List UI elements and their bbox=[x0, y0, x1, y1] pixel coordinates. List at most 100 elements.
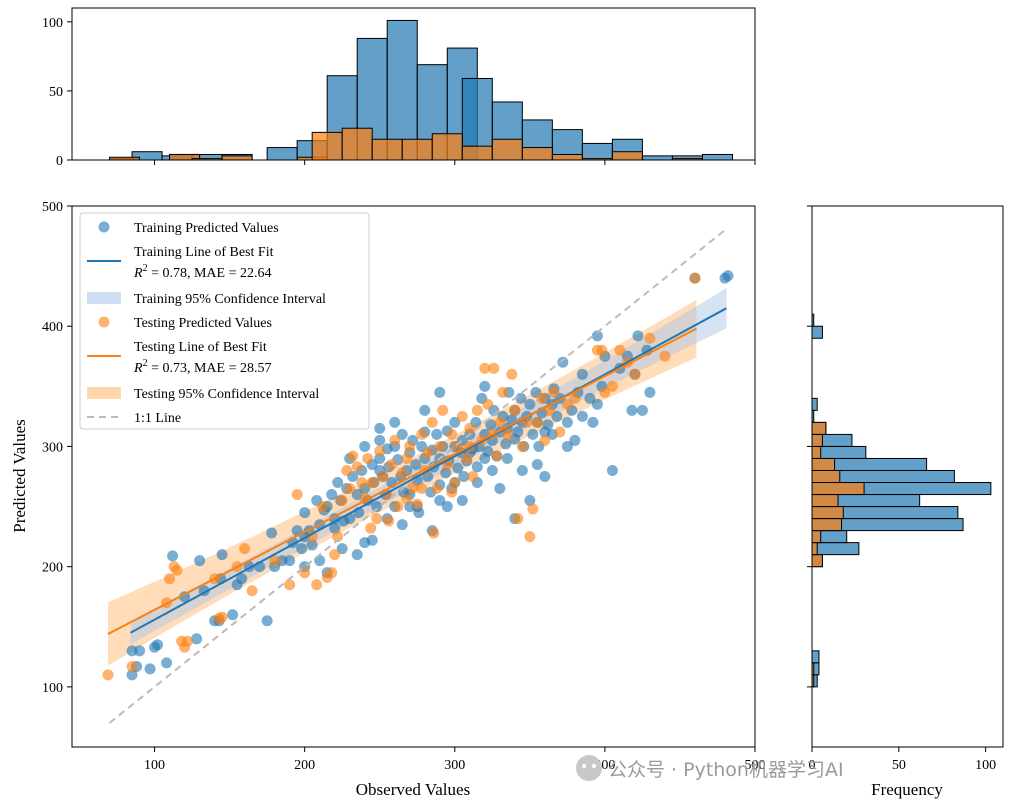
training-point bbox=[134, 645, 145, 656]
right-histogram: 0 50 100 Frequency bbox=[807, 206, 1003, 799]
figure: 050100 100 200 300 400 500100200300400500 Ob… bbox=[0, 0, 1014, 811]
testing-point bbox=[428, 528, 439, 539]
freq-tick-label-50: 50 bbox=[892, 758, 906, 773]
testing-point bbox=[464, 423, 475, 434]
legend-label-identity: 1:1 Line bbox=[134, 411, 181, 426]
training-point bbox=[352, 549, 363, 560]
watermark: 公众号 · Python机器学习AI bbox=[576, 755, 844, 781]
training-point bbox=[644, 387, 655, 398]
testing-point bbox=[371, 513, 382, 524]
testing-point bbox=[397, 467, 408, 478]
training-point bbox=[431, 429, 442, 440]
testing-point bbox=[472, 405, 483, 416]
legend-stats-train_line: R2 = 0.78, MAE = 22.64 bbox=[133, 263, 271, 281]
testing-point bbox=[412, 499, 423, 510]
top-y-tick-label-0: 0 bbox=[56, 154, 63, 169]
top-test-bar-20 bbox=[492, 139, 522, 160]
training-point bbox=[487, 465, 498, 476]
top-test-bar-15 bbox=[402, 139, 432, 160]
right-test-bar-9 bbox=[812, 483, 864, 495]
testing-point bbox=[457, 411, 468, 422]
testing-point bbox=[367, 477, 378, 488]
testing-point bbox=[482, 399, 493, 410]
training-point bbox=[284, 555, 295, 566]
training-point bbox=[577, 369, 588, 380]
y-axis-title: Predicted Values bbox=[10, 419, 29, 532]
training-point bbox=[562, 417, 573, 428]
testing-point bbox=[389, 435, 400, 446]
testing-point bbox=[437, 405, 448, 416]
testing-point bbox=[497, 387, 508, 398]
right-train-bar-2 bbox=[812, 651, 819, 663]
training-point bbox=[587, 417, 598, 428]
training-point bbox=[502, 453, 513, 464]
training-point bbox=[397, 519, 408, 530]
training-point bbox=[367, 535, 378, 546]
top-test-bar-19 bbox=[462, 146, 492, 160]
legend-label-train_line: Training Line of Best Fit bbox=[134, 245, 274, 260]
testing-point bbox=[356, 477, 367, 488]
training-point bbox=[434, 387, 445, 398]
y-tick-label-500: 500 bbox=[42, 200, 63, 215]
training-point bbox=[542, 419, 553, 430]
training-point bbox=[626, 405, 637, 416]
testing-point bbox=[416, 429, 427, 440]
testing-point bbox=[347, 451, 358, 462]
training-point bbox=[577, 411, 588, 422]
training-point bbox=[527, 429, 538, 440]
testing-point bbox=[392, 501, 403, 512]
testing-point bbox=[182, 636, 193, 647]
legend-stats-test_line: R2 = 0.73, MAE = 28.57 bbox=[133, 358, 271, 376]
testing-point bbox=[434, 441, 445, 452]
training-point bbox=[632, 330, 643, 341]
testing-point bbox=[164, 573, 175, 584]
right-test-bar-5 bbox=[812, 531, 821, 543]
training-point bbox=[374, 423, 385, 434]
testing-point bbox=[374, 446, 385, 457]
top-train-bar-23 bbox=[582, 143, 612, 160]
training-point bbox=[532, 459, 543, 470]
frequency-axis-title: Frequency bbox=[871, 780, 943, 799]
top-train-bar-27 bbox=[702, 154, 732, 160]
right-train-bar-17 bbox=[812, 326, 822, 338]
testing-point bbox=[427, 417, 438, 428]
training-point bbox=[161, 657, 172, 668]
training-point bbox=[262, 615, 273, 626]
testing-point bbox=[217, 612, 228, 623]
right-test-bar-3 bbox=[812, 555, 822, 567]
training-point bbox=[517, 465, 528, 476]
legend-handle-test_ci bbox=[87, 387, 121, 399]
training-point bbox=[145, 663, 156, 674]
training-point bbox=[194, 555, 205, 566]
testing-point bbox=[449, 477, 460, 488]
top-test-bar-17 bbox=[432, 134, 462, 160]
top-histogram: 0 50 100 bbox=[42, 8, 755, 169]
top-y-tick-label-100: 100 bbox=[42, 16, 63, 31]
top-test-bar-13 bbox=[372, 139, 402, 160]
training-point bbox=[419, 405, 430, 416]
testing-point bbox=[509, 405, 520, 416]
legend-label-test_points: Testing Predicted Values bbox=[134, 316, 272, 331]
testing-point bbox=[103, 669, 114, 680]
right-test-bar-4 bbox=[812, 543, 817, 555]
training-point bbox=[389, 417, 400, 428]
testing-point bbox=[352, 461, 363, 472]
training-point bbox=[637, 405, 648, 416]
x-tick-label-100: 100 bbox=[144, 758, 165, 773]
training-point bbox=[524, 399, 535, 410]
right-test-bar-6 bbox=[812, 519, 842, 531]
testing-point bbox=[341, 465, 352, 476]
testing-point bbox=[659, 351, 670, 362]
testing-point bbox=[401, 453, 412, 464]
training-point bbox=[472, 461, 483, 472]
testing-point bbox=[386, 459, 397, 470]
training-point bbox=[539, 471, 550, 482]
testing-point bbox=[326, 567, 337, 578]
top-test-bar-22 bbox=[552, 154, 582, 160]
testing-point bbox=[172, 565, 183, 576]
training-point bbox=[296, 543, 307, 554]
testing-point bbox=[329, 549, 340, 560]
testing-point bbox=[554, 427, 565, 438]
right-histogram-training-bars bbox=[812, 314, 991, 687]
watermark-text: 公众号 · Python机器学习AI bbox=[608, 759, 844, 781]
